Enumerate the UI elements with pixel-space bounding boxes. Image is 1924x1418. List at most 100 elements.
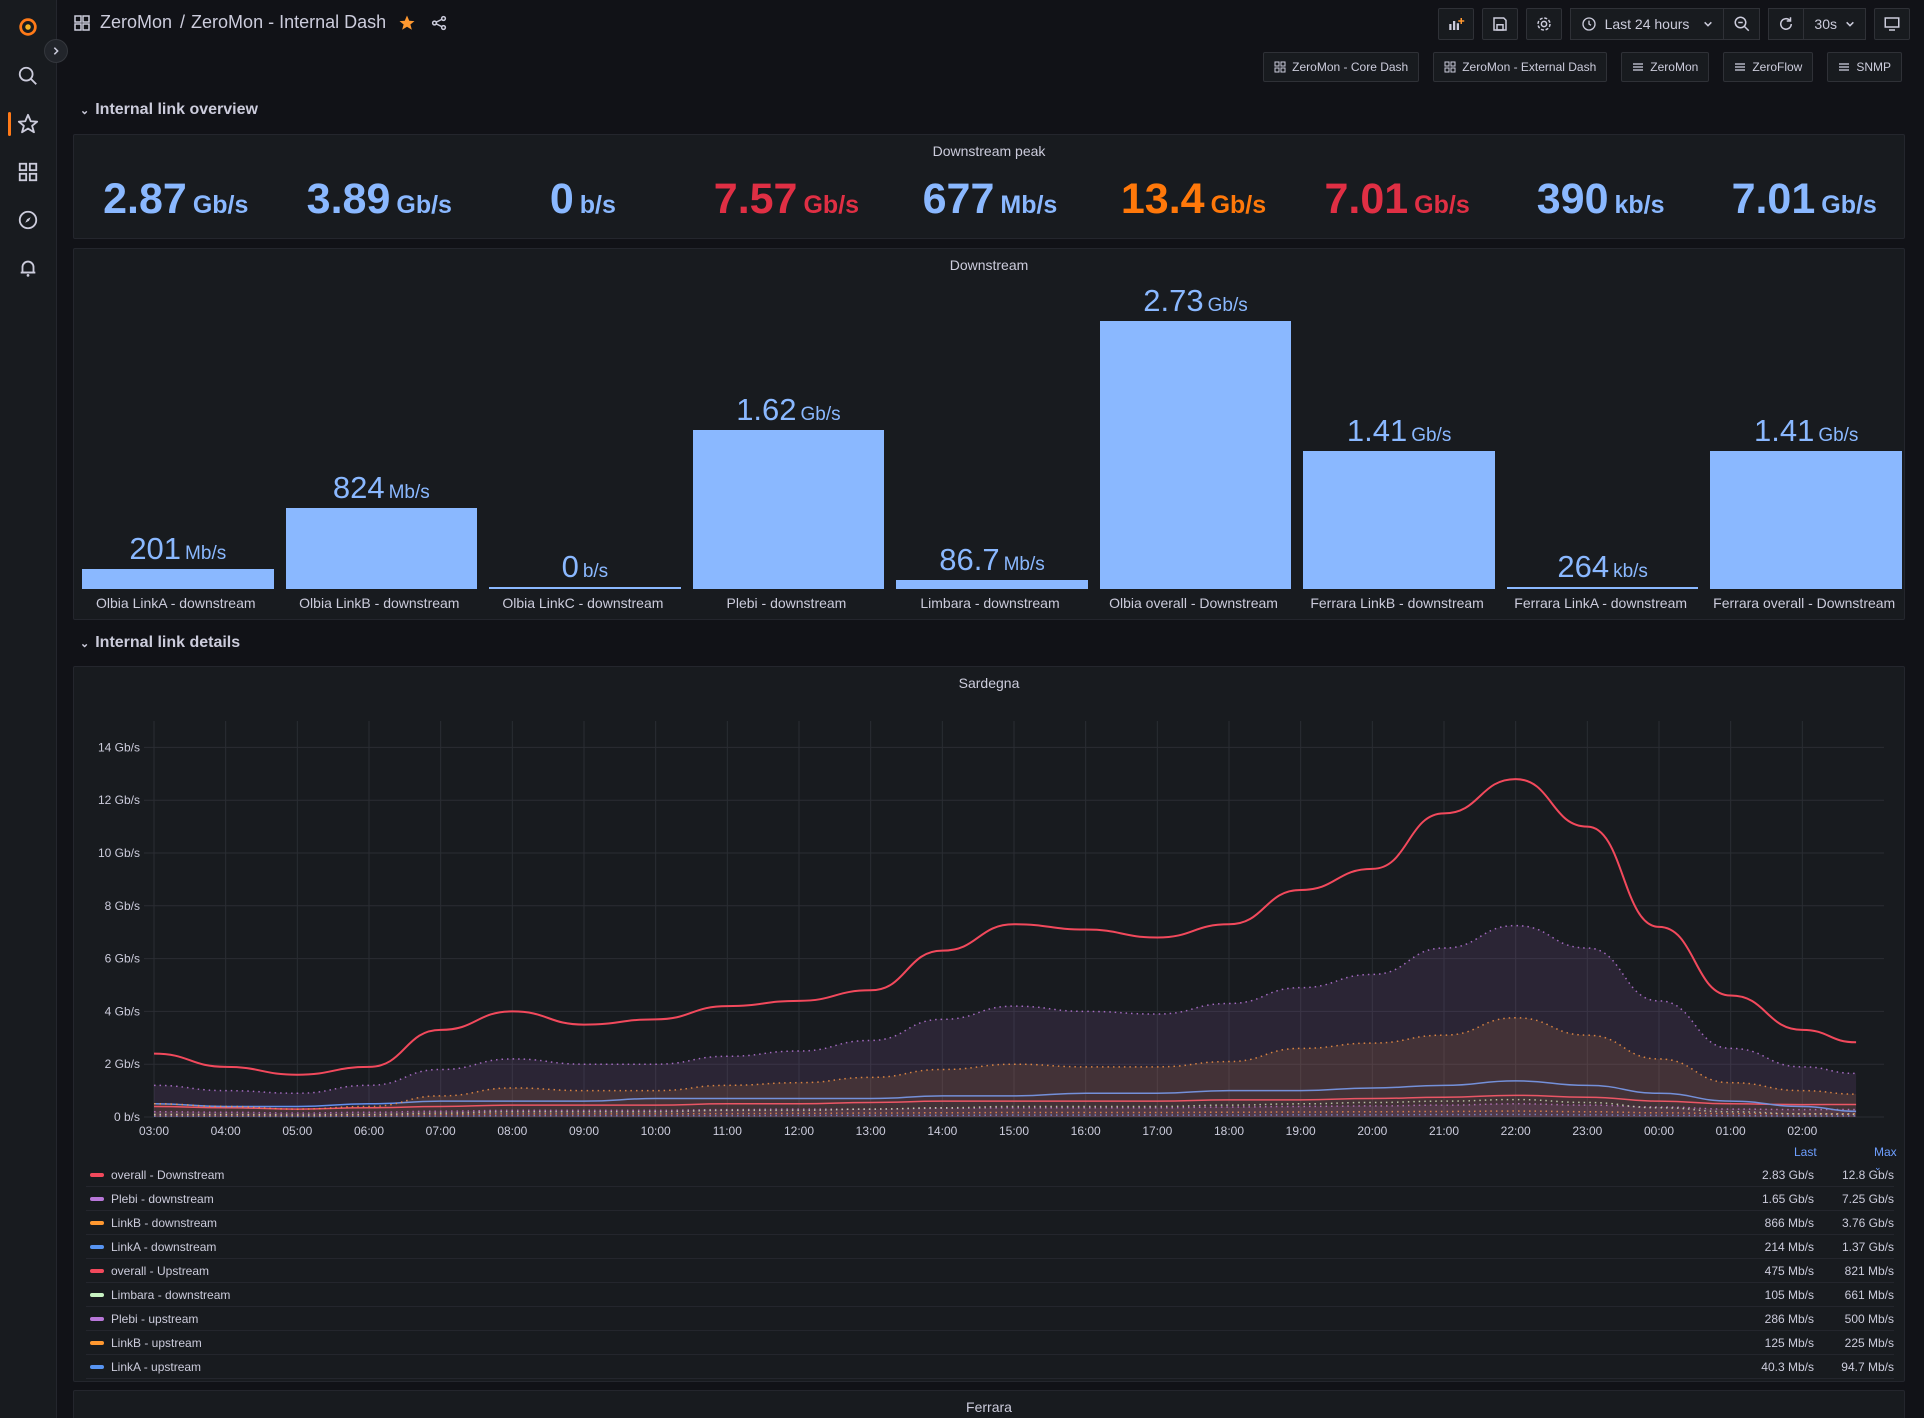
series-line-limbara-downstream[interactable] — [153, 1098, 1857, 1116]
bar-gauge-label: Olbia overall - Downstream — [1109, 595, 1278, 611]
x-tick-label: 05:00 — [282, 1124, 312, 1138]
chevron-down-icon — [1846, 21, 1854, 27]
dashboard-link-zeromon-external-dash[interactable]: ZeroMon - External Dash — [1433, 52, 1608, 82]
chevron-right-icon — [53, 47, 59, 55]
legend-row[interactable]: LinkB - upstream 125 Mb/s 225 Mb/s — [86, 1331, 1894, 1355]
search-icon[interactable] — [14, 62, 42, 90]
bar-gauge-value: 0 b/s — [489, 549, 681, 585]
panel-title: Downstream — [949, 257, 1029, 273]
stat-unit: b/s — [579, 191, 616, 219]
expand-sidebar-button[interactable] — [44, 39, 68, 63]
zoom-out-icon — [1734, 16, 1750, 32]
panel-sardegna: Sardegna 0 b/s 2 Gb/s 4 Gb/s 6 Gb/s 8 Gb/s 10… — [73, 666, 1905, 1382]
stat-unit: Gb/s — [1821, 191, 1877, 219]
bar-value-unit: Gb/s — [1207, 295, 1248, 316]
refresh-button[interactable] — [1768, 8, 1805, 40]
legend-row[interactable]: Plebi - upstream 286 Mb/s 500 Mb/s — [86, 1307, 1894, 1331]
legend-series-name: overall - Downstream — [111, 1167, 225, 1182]
bar-gauge-bar[interactable] — [82, 569, 274, 589]
legend-header-last[interactable]: Last — [1794, 1145, 1817, 1159]
bar-gauge-bar[interactable] — [896, 580, 1088, 589]
dashboards-icon[interactable] — [14, 158, 42, 186]
dashboard-link-zeroflow[interactable]: ZeroFlow — [1723, 52, 1814, 82]
explore-compass-icon[interactable] — [14, 206, 42, 234]
legend-row[interactable]: overall - Downstream 2.83 Gb/s 12.8 Gb/s — [86, 1163, 1894, 1187]
apps-icon — [1274, 61, 1286, 73]
legend-series-name: LinkA - downstream — [111, 1239, 217, 1254]
series-line-plebi-downstream[interactable] — [153, 924, 1857, 1094]
timeseries-chart[interactable]: 0 b/s 2 Gb/s 4 Gb/s 6 Gb/s 8 Gb/s 10 Gb/s 12 G… — [74, 701, 1906, 1171]
apps-icon — [74, 14, 90, 31]
series-line-overall-downstream[interactable] — [153, 778, 1857, 1076]
stat-value: 13.4 — [1120, 175, 1205, 223]
legend-series-name: Plebi - upstream — [111, 1311, 199, 1326]
breadcrumb-folder[interactable]: ZeroMon — [100, 12, 173, 32]
series-line-linka-upstream[interactable] — [153, 1113, 1857, 1118]
bar-value-number: 264 — [1557, 549, 1610, 584]
bar-value-unit: Gb/s — [800, 404, 841, 426]
bar-value-number: 1.41 — [1753, 412, 1815, 448]
dashboard-settings-button[interactable] — [1525, 8, 1562, 40]
sidebar-active-indicator — [8, 112, 11, 136]
legend-row[interactable]: LinkB - downstream 866 Mb/s 3.76 Gb/s — [86, 1211, 1894, 1235]
refresh-interval-picker[interactable]: 30s — [1804, 8, 1866, 40]
legend-swatch — [90, 1196, 104, 1201]
share-icon[interactable] — [430, 14, 448, 32]
legend-last-value: 1.65 Gb/s — [1761, 1191, 1814, 1206]
legend-last-value: 866 Mb/s — [1764, 1215, 1814, 1230]
x-tick-label: 15:00 — [999, 1124, 1029, 1138]
legend-row[interactable]: LinkA - upstream 40.3 Mb/s 94.7 Mb/s — [86, 1355, 1894, 1379]
zoom-out-button[interactable] — [1724, 8, 1761, 40]
add-panel-button[interactable] — [1437, 8, 1474, 40]
stat-value: 2.87 — [103, 175, 187, 223]
legend-row[interactable]: overall - Upstream 475 Mb/s 821 Mb/s — [86, 1259, 1894, 1283]
bar-gauge-bar[interactable] — [1710, 450, 1902, 589]
legend-row[interactable]: Limbara - downstream 105 Mb/s 661 Mb/s — [86, 1283, 1894, 1307]
legend-series-name: LinkB - downstream — [111, 1215, 218, 1230]
star-filled-icon[interactable] — [398, 14, 416, 32]
panel-downstream-peak: Downstream peak 2.87 Gb/s 3.89 Gb/s 0 b/s 7.57… — [73, 134, 1905, 239]
kiosk-mode-button[interactable] — [1874, 8, 1910, 40]
series-line-linkb-upstream[interactable] — [153, 1110, 1857, 1117]
bar-gauge-bar[interactable] — [285, 508, 478, 589]
bars-icon — [1633, 63, 1644, 71]
legend-row[interactable]: Plebi - downstream 1.65 Gb/s 7.25 Gb/s — [86, 1187, 1894, 1211]
stat-value: 390 — [1536, 175, 1609, 223]
bar-value-unit: kb/s — [1613, 561, 1648, 582]
dashboard-link-zeromon[interactable]: ZeroMon — [1621, 52, 1710, 82]
row-header-overview[interactable]: ⌄ Internal link overview — [80, 101, 258, 119]
stat-unit: Gb/s — [1210, 191, 1267, 219]
bar-gauge-bar[interactable] — [1506, 587, 1699, 589]
series-line-linka-downstream[interactable] — [153, 1080, 1857, 1113]
series-line-plebi-upstream[interactable] — [153, 1103, 1857, 1114]
bar-gauge-bar[interactable] — [692, 430, 885, 589]
dashboard-link-label: ZeroMon — [1650, 60, 1699, 74]
legend-row[interactable]: LinkA - downstream 214 Mb/s 1.37 Gb/s — [86, 1235, 1894, 1259]
row-header-details[interactable]: ⌄ Internal link details — [80, 634, 240, 652]
time-range-picker[interactable]: Last 24 hours — [1569, 8, 1725, 40]
bar-gauge-bar[interactable] — [489, 587, 681, 589]
y-tick-label: 6 Gb/s — [105, 952, 140, 966]
series-line-overall-upstream[interactable] — [153, 1094, 1857, 1110]
peak-stat: 7.01 Gb/s — [1702, 175, 1906, 235]
sort-chevron-icon: ⌄ — [1874, 1162, 1882, 1172]
legend-max-value: 7.25 Gb/s — [1841, 1191, 1894, 1206]
bar-gauge-bar[interactable] — [1099, 321, 1292, 589]
x-tick-label: 00:00 — [1644, 1124, 1674, 1138]
dashboard-link-zeromon-core-dash[interactable]: ZeroMon - Core Dash — [1263, 52, 1420, 82]
x-tick-label: 18:00 — [1214, 1124, 1244, 1138]
dashboard-title[interactable]: ZeroMon - Internal Dash — [191, 12, 387, 32]
grafana-logo-icon[interactable] — [14, 13, 42, 41]
alerting-bell-icon[interactable] — [14, 254, 42, 282]
x-tick-label: 23:00 — [1572, 1124, 1602, 1138]
save-dashboard-button[interactable] — [1481, 8, 1518, 40]
legend-header-max[interactable]: Max ⌄ — [1874, 1145, 1904, 1173]
legend-last-value: 475 Mb/s — [1764, 1263, 1814, 1278]
star-icon[interactable] — [14, 110, 42, 138]
legend-swatch — [90, 1172, 104, 1177]
legend-series-name: LinkA - upstream — [111, 1359, 202, 1374]
x-tick-label: 07:00 — [426, 1124, 456, 1138]
bar-gauge-bar[interactable] — [1303, 450, 1495, 589]
breadcrumb-separator: / — [180, 12, 186, 32]
dashboard-link-snmp[interactable]: SNMP — [1827, 52, 1902, 82]
